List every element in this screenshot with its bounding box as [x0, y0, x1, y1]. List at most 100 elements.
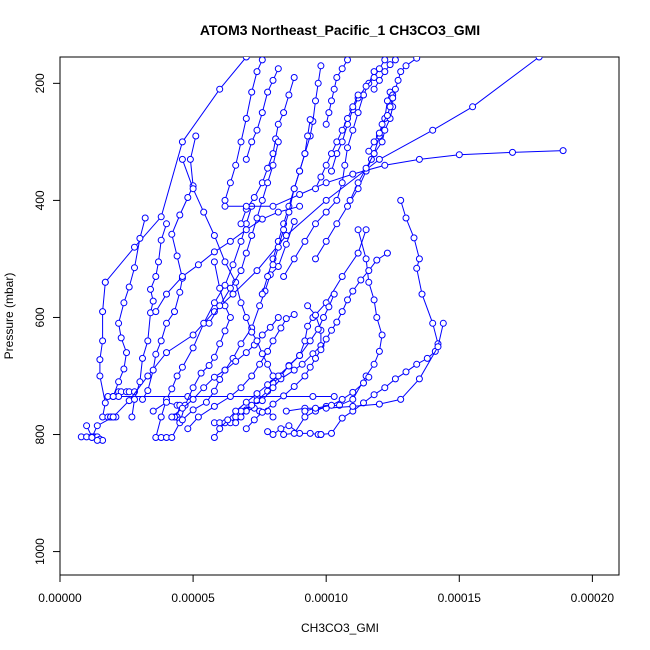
data-point — [314, 325, 322, 333]
data-point — [152, 350, 160, 358]
data-point — [362, 255, 370, 263]
data-point — [149, 366, 157, 374]
data-point — [365, 147, 373, 155]
data-point — [282, 315, 290, 323]
data-point — [168, 385, 176, 393]
profile-line — [104, 57, 247, 283]
data-point — [109, 413, 117, 421]
data-point — [344, 296, 351, 304]
data-point — [328, 401, 335, 409]
data-point — [229, 261, 237, 269]
data-point — [189, 344, 197, 352]
data-point — [184, 194, 192, 201]
data-point — [344, 202, 351, 210]
data-point — [349, 103, 357, 111]
data-point — [250, 194, 258, 201]
data-point — [304, 302, 312, 310]
data-point — [221, 202, 229, 210]
data-point — [277, 324, 285, 332]
data-point — [157, 213, 165, 221]
data-point — [176, 211, 184, 219]
data-point — [242, 155, 250, 163]
data-point — [509, 148, 516, 156]
data-point — [269, 372, 277, 380]
data-point — [312, 404, 319, 412]
data-point — [338, 65, 346, 73]
data-point — [242, 398, 250, 406]
data-point — [375, 400, 383, 408]
data-point — [375, 129, 383, 137]
data-point — [248, 138, 256, 146]
data-point — [410, 234, 418, 242]
data-point — [413, 57, 421, 62]
data-point — [370, 296, 378, 304]
data-point — [391, 57, 399, 64]
data-point — [131, 264, 138, 272]
data-point — [269, 337, 277, 345]
data-point — [163, 220, 170, 228]
data-point — [322, 196, 330, 204]
data-point — [320, 314, 327, 321]
data-point — [365, 267, 373, 275]
data-point — [168, 434, 176, 441]
data-point — [357, 276, 365, 284]
data-point — [163, 398, 170, 406]
data-point — [312, 255, 319, 263]
data-point — [317, 431, 325, 438]
profile-series — [237, 302, 325, 415]
data-point — [256, 302, 264, 310]
data-point — [325, 303, 333, 311]
data-point — [402, 368, 410, 376]
data-point — [83, 422, 91, 430]
data-point — [96, 372, 104, 380]
data-point — [280, 273, 288, 280]
data-point — [139, 395, 146, 403]
profile-series — [205, 138, 282, 327]
x-tick-label: 0.00010 — [304, 591, 348, 605]
data-point — [101, 278, 109, 286]
data-point — [264, 381, 272, 389]
data-point — [346, 196, 354, 204]
profile-series — [301, 373, 373, 415]
data-point — [328, 150, 335, 158]
profile-series — [221, 57, 266, 204]
data-point — [277, 425, 285, 433]
data-point — [274, 138, 282, 146]
data-point — [322, 208, 330, 216]
data-point — [221, 196, 229, 204]
data-point — [322, 179, 330, 187]
data-point — [189, 185, 197, 193]
data-point — [386, 103, 394, 111]
data-point — [309, 393, 317, 400]
data-point — [226, 237, 234, 245]
data-point — [125, 283, 133, 291]
data-point — [131, 395, 138, 403]
data-point — [210, 434, 218, 441]
profile-series — [184, 311, 298, 433]
data-point — [96, 356, 104, 364]
profile-series — [115, 388, 138, 396]
data-point — [322, 237, 330, 245]
data-point — [349, 287, 357, 295]
data-point — [264, 179, 272, 187]
data-point — [216, 425, 224, 433]
data-point — [144, 337, 152, 345]
data-point — [306, 429, 314, 437]
data-point — [354, 226, 362, 234]
data-point — [264, 88, 272, 96]
chart-title: ATOM3 Northeast_Pacific_1 CH3CO3_GMI — [200, 22, 480, 38]
x-tick-label: 0.00020 — [571, 591, 615, 605]
data-point — [232, 161, 240, 169]
data-point — [298, 360, 306, 368]
data-point — [248, 401, 256, 409]
data-point — [370, 138, 378, 146]
profile-series — [312, 91, 362, 193]
data-point — [253, 68, 261, 76]
profile-line — [155, 205, 300, 312]
data-point — [173, 372, 181, 380]
data-point — [194, 413, 202, 421]
data-point — [237, 138, 245, 146]
data-point — [285, 91, 293, 99]
data-point — [88, 434, 96, 441]
